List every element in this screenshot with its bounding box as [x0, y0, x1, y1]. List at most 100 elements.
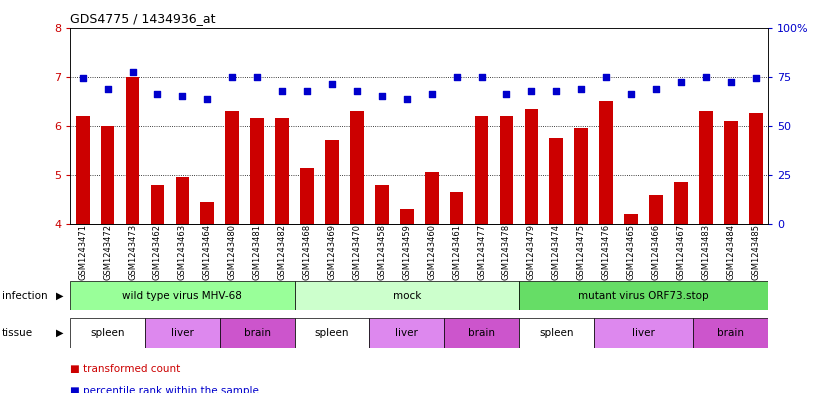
- Bar: [574, 128, 588, 224]
- Bar: [101, 126, 115, 224]
- Point: [575, 86, 588, 92]
- Text: GSM1243467: GSM1243467: [676, 224, 686, 280]
- Text: infection: infection: [2, 291, 47, 301]
- Bar: [444, 318, 519, 348]
- Point: [749, 75, 762, 81]
- Text: GSM1243464: GSM1243464: [203, 224, 211, 280]
- Bar: [225, 111, 239, 224]
- Bar: [475, 116, 488, 224]
- Point: [250, 73, 263, 80]
- Text: GSM1243462: GSM1243462: [153, 224, 162, 280]
- Bar: [295, 281, 519, 310]
- Point: [201, 95, 214, 102]
- Bar: [594, 318, 693, 348]
- Text: GSM1243472: GSM1243472: [103, 224, 112, 280]
- Text: GSM1243465: GSM1243465: [627, 224, 635, 280]
- Bar: [519, 318, 594, 348]
- Point: [126, 69, 139, 75]
- Bar: [369, 318, 444, 348]
- Text: GSM1243481: GSM1243481: [253, 224, 262, 280]
- Text: GSM1243459: GSM1243459: [402, 224, 411, 280]
- Point: [400, 95, 413, 102]
- Point: [101, 86, 114, 92]
- Bar: [201, 202, 214, 224]
- Text: GSM1243476: GSM1243476: [601, 224, 610, 280]
- Text: brain: brain: [468, 328, 495, 338]
- Point: [649, 86, 662, 92]
- Bar: [76, 116, 89, 224]
- Bar: [749, 114, 762, 224]
- Point: [500, 91, 513, 97]
- Text: mock: mock: [392, 291, 421, 301]
- Text: GSM1243468: GSM1243468: [302, 224, 311, 280]
- Bar: [126, 77, 140, 224]
- Point: [425, 91, 439, 97]
- Point: [549, 88, 563, 95]
- Bar: [519, 281, 768, 310]
- Text: spleen: spleen: [90, 328, 125, 338]
- Text: GSM1243478: GSM1243478: [502, 224, 511, 280]
- Bar: [500, 116, 513, 224]
- Text: GSM1243474: GSM1243474: [552, 224, 561, 280]
- Point: [475, 73, 488, 80]
- Text: ▶: ▶: [56, 291, 64, 301]
- Point: [450, 73, 463, 80]
- Bar: [70, 318, 145, 348]
- Point: [301, 88, 314, 95]
- Text: GSM1243460: GSM1243460: [427, 224, 436, 280]
- Text: GSM1243480: GSM1243480: [228, 224, 237, 280]
- Point: [600, 73, 613, 80]
- Bar: [220, 318, 295, 348]
- Text: GSM1243477: GSM1243477: [477, 224, 486, 280]
- Text: GSM1243470: GSM1243470: [353, 224, 362, 280]
- Bar: [145, 318, 220, 348]
- Text: GSM1243482: GSM1243482: [278, 224, 287, 280]
- Bar: [624, 214, 638, 224]
- Bar: [425, 173, 439, 224]
- Point: [325, 81, 339, 87]
- Text: ■ transformed count: ■ transformed count: [70, 364, 180, 375]
- Bar: [350, 111, 363, 224]
- Bar: [325, 140, 339, 224]
- Text: GSM1243458: GSM1243458: [377, 224, 387, 280]
- Bar: [375, 185, 389, 224]
- Text: brain: brain: [244, 328, 271, 338]
- Bar: [674, 182, 688, 224]
- Text: GSM1243463: GSM1243463: [178, 224, 187, 280]
- Text: ▶: ▶: [56, 328, 64, 338]
- Point: [624, 91, 638, 97]
- Bar: [693, 318, 768, 348]
- Bar: [70, 281, 295, 310]
- Point: [76, 75, 89, 81]
- Text: GSM1243475: GSM1243475: [577, 224, 586, 280]
- Text: GSM1243485: GSM1243485: [751, 224, 760, 280]
- Text: liver: liver: [171, 328, 194, 338]
- Point: [724, 79, 738, 85]
- Bar: [275, 118, 289, 224]
- Text: mutant virus ORF73.stop: mutant virus ORF73.stop: [578, 291, 709, 301]
- Text: GSM1243479: GSM1243479: [527, 224, 536, 280]
- Text: GSM1243484: GSM1243484: [726, 224, 735, 280]
- Text: GSM1243473: GSM1243473: [128, 224, 137, 280]
- Bar: [699, 111, 713, 224]
- Bar: [549, 138, 563, 224]
- Point: [350, 88, 363, 95]
- Point: [525, 88, 538, 95]
- Text: GSM1243469: GSM1243469: [327, 224, 336, 280]
- Bar: [600, 101, 613, 224]
- Text: tissue: tissue: [2, 328, 33, 338]
- Bar: [250, 118, 264, 224]
- Bar: [295, 318, 369, 348]
- Bar: [525, 108, 539, 224]
- Text: liver: liver: [632, 328, 655, 338]
- Text: GSM1243471: GSM1243471: [78, 224, 88, 280]
- Text: GDS4775 / 1434936_at: GDS4775 / 1434936_at: [70, 12, 216, 25]
- Text: GSM1243483: GSM1243483: [701, 224, 710, 280]
- Point: [375, 93, 388, 99]
- Text: liver: liver: [396, 328, 418, 338]
- Point: [151, 91, 164, 97]
- Text: GSM1243461: GSM1243461: [452, 224, 461, 280]
- Point: [176, 93, 189, 99]
- Text: GSM1243466: GSM1243466: [652, 224, 661, 280]
- Text: spleen: spleen: [315, 328, 349, 338]
